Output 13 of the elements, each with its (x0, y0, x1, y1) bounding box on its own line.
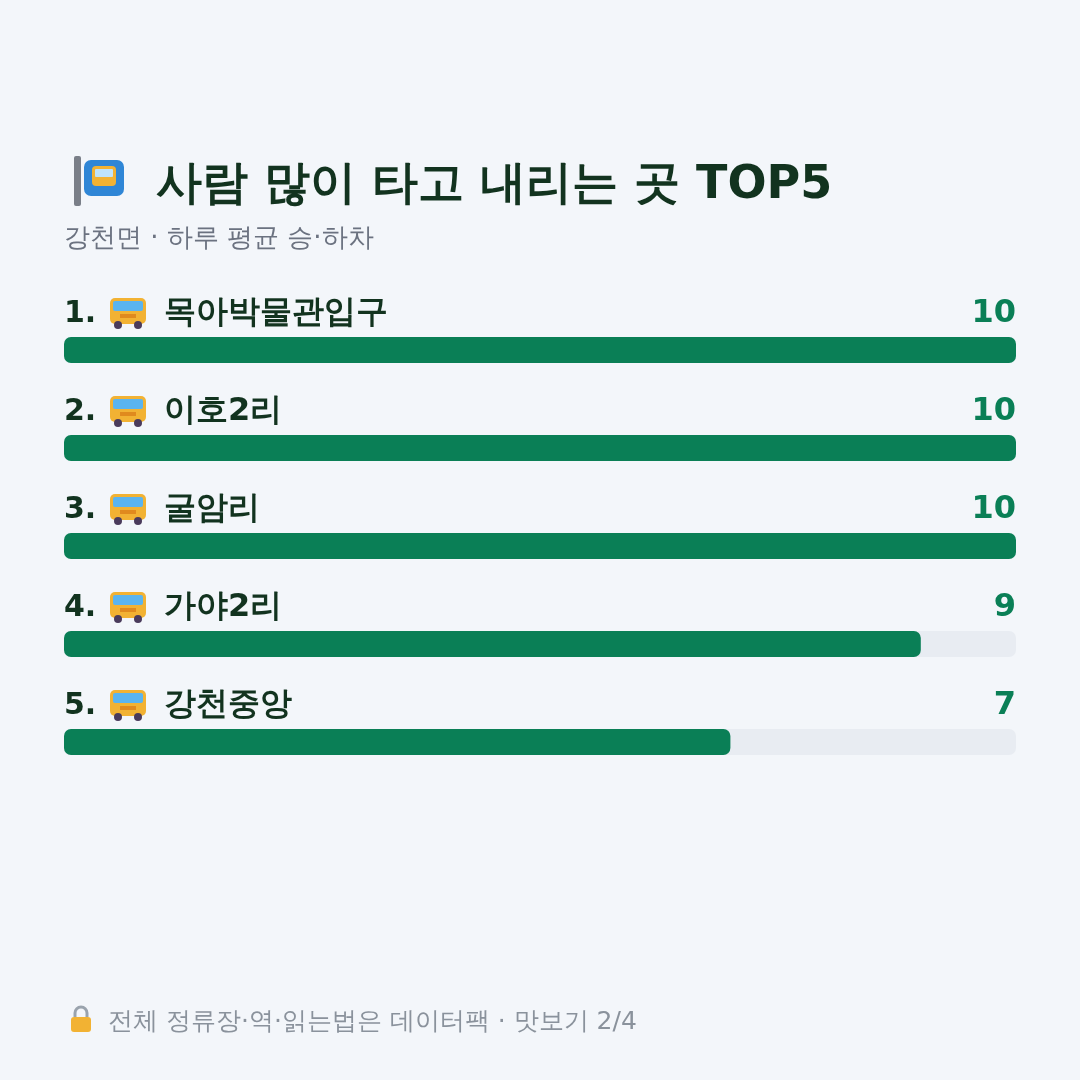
chart-subtitle: 강천면 · 하루 평균 승·하차 (64, 222, 374, 252)
category-label: 2. 이호2리 (64, 390, 283, 428)
data-label: 9 (993, 586, 1016, 624)
data-label: 7 (993, 684, 1016, 722)
category-label: 1. 목아박물관입구 (64, 292, 388, 330)
data-label: 10 (971, 292, 1016, 330)
chart-title: 사람 많이 타고 내리는 곳 TOP5 (156, 155, 833, 209)
category-label: 5. 강천중앙 (64, 684, 292, 722)
data-label: 10 (971, 390, 1016, 428)
data-label: 10 (971, 488, 1016, 526)
category-label: 4. 가야2리 (64, 586, 283, 624)
category-label: 3. 굴암리 (64, 488, 260, 526)
text: 전체 정류장·역·읽는법은 데이터팩 · 맛보기 2/4 (108, 1006, 637, 1035)
